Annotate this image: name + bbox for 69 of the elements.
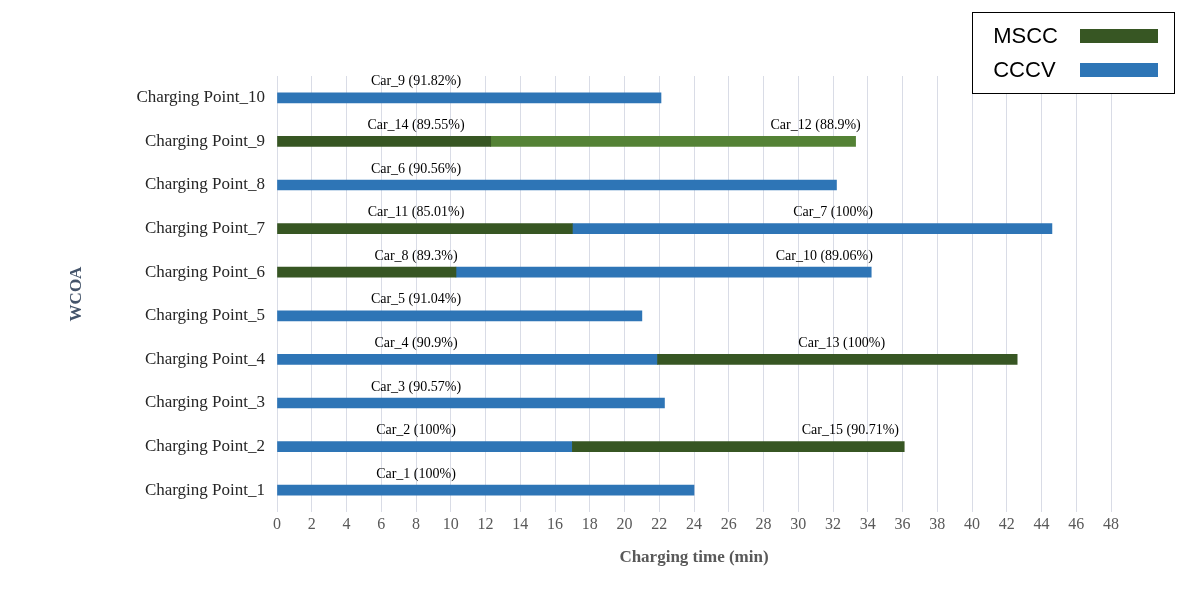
x-tick-label: 20 <box>616 514 633 532</box>
y-tick-label: Charging Point_7 <box>144 218 266 238</box>
annotation: Car_10 (89.06%) <box>775 247 874 264</box>
y-tick-label: Charging Point_2 <box>144 436 265 456</box>
x-tick-label: 8 <box>412 514 420 532</box>
y-axis-title: WCOA <box>65 265 85 322</box>
y-tick-label: Charging Point_9 <box>144 130 265 150</box>
x-tick-label: 6 <box>377 514 386 532</box>
bar <box>277 223 573 234</box>
x-tick-label: 12 <box>477 514 494 532</box>
bar <box>277 310 643 322</box>
x-tick-label: 46 <box>1068 514 1085 532</box>
annotation: Car_11 (85.01%) <box>367 204 465 221</box>
annotation: Car_7 (100%) <box>793 204 874 221</box>
annotation: Car_4 (90.9%) <box>374 335 458 352</box>
annotation: Car_1 (100%) <box>376 465 457 482</box>
x-tick-label: 34 <box>859 514 876 532</box>
annotation: Car_15 (90.71%) <box>801 422 900 439</box>
x-tick-label: 40 <box>964 514 980 532</box>
bar <box>657 354 1018 365</box>
x-tick-label: 24 <box>686 514 702 532</box>
x-tick-label: 28 <box>755 514 772 532</box>
bar <box>277 179 837 191</box>
y-tick-label: Charging Point_4 <box>144 348 266 368</box>
annotation: Car_6 (90.56%) <box>370 160 462 177</box>
y-tick-label: Charging Point_8 <box>144 174 265 194</box>
bar <box>277 354 658 365</box>
x-tick-label: 14 <box>512 514 529 532</box>
bar <box>455 266 872 278</box>
annotation: Car_12 (88.9%) <box>770 117 862 134</box>
annotation: Car_13 (100%) <box>798 335 886 352</box>
annotation: Car_14 (89.55%) <box>367 117 465 134</box>
y-tick-label: Charging Point_3 <box>144 392 265 412</box>
y-tick-label: Charging Point_5 <box>144 305 265 325</box>
x-tick-label: 32 <box>825 514 841 532</box>
y-tick-label: Charging Point_1 <box>144 479 265 499</box>
bar <box>490 136 856 147</box>
x-tick-label: 38 <box>929 514 946 532</box>
y-tick-label: Charging Point_6 <box>144 261 265 281</box>
bar <box>277 484 695 496</box>
bar <box>277 92 662 104</box>
x-tick-label: 44 <box>1033 514 1050 532</box>
annotation: Car_8 (89.3%) <box>374 247 458 264</box>
x-tick-label: 42 <box>998 514 1015 532</box>
annotation: Car_9 (91.82%) <box>370 73 462 90</box>
x-axis-title: Charging time (min) <box>619 547 769 567</box>
x-tick-label: 30 <box>790 514 807 532</box>
annotation: Car_2 (100%) <box>376 422 457 439</box>
x-tick-label: 4 <box>342 514 351 532</box>
bar <box>572 223 1053 234</box>
legend-label: CCCV <box>993 57 1056 83</box>
bar <box>572 441 905 452</box>
x-tick-label: 22 <box>651 514 668 532</box>
bar <box>277 136 492 147</box>
x-tick-label: 36 <box>894 514 911 532</box>
annotation: Car_3 (90.57%) <box>370 378 462 395</box>
legend-label: MSCC <box>993 23 1058 49</box>
y-tick-label: Charging Point_10 <box>136 87 265 107</box>
bar <box>277 441 573 452</box>
x-tick-label: 16 <box>547 514 563 532</box>
bar <box>277 266 457 278</box>
annotation: Car_5 (91.04%) <box>370 291 462 308</box>
x-tick-label: 18 <box>581 514 598 532</box>
bar <box>277 397 665 409</box>
x-tick-label: 10 <box>442 514 459 532</box>
x-tick-label: 0 <box>273 514 281 532</box>
x-tick-label: 26 <box>720 514 737 532</box>
x-tick-label: 48 <box>1103 514 1119 532</box>
x-tick-label: 2 <box>307 514 316 532</box>
